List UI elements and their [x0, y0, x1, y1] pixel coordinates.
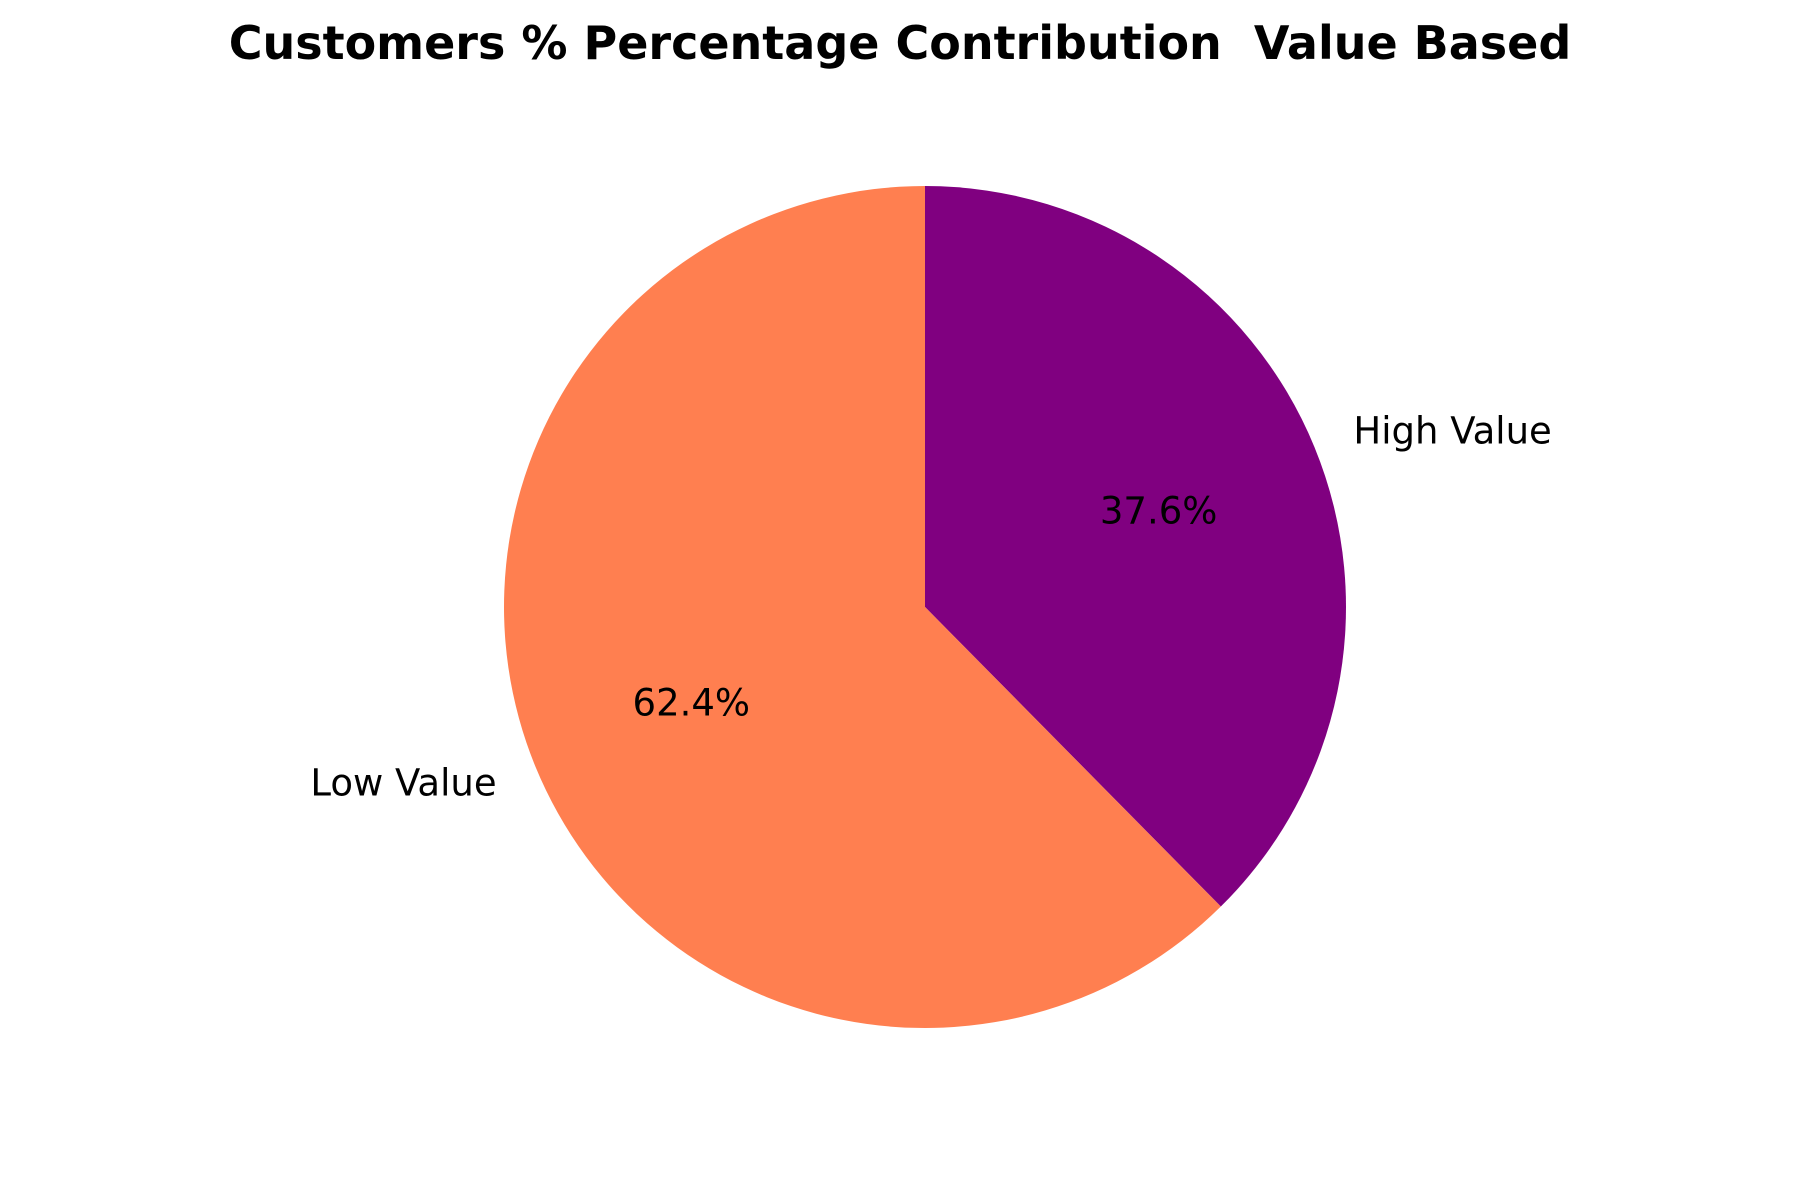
pie-slices — [504, 186, 1347, 1028]
pie-labels: 37.6% High Value 62.4% Low Value — [310, 410, 1551, 805]
pie-pct-label-high-value: 37.6% — [1100, 490, 1218, 533]
pie-category-label-high-value: High Value — [1353, 410, 1551, 453]
pie-category-label-low-value: Low Value — [310, 761, 496, 804]
pie-pct-label-low-value: 62.4% — [633, 681, 751, 724]
chart-title: Customers % Percentage Contribution Valu… — [228, 16, 1572, 70]
pie-slice-low-value — [504, 186, 1221, 1028]
pie-slice-high-value — [925, 186, 1347, 907]
